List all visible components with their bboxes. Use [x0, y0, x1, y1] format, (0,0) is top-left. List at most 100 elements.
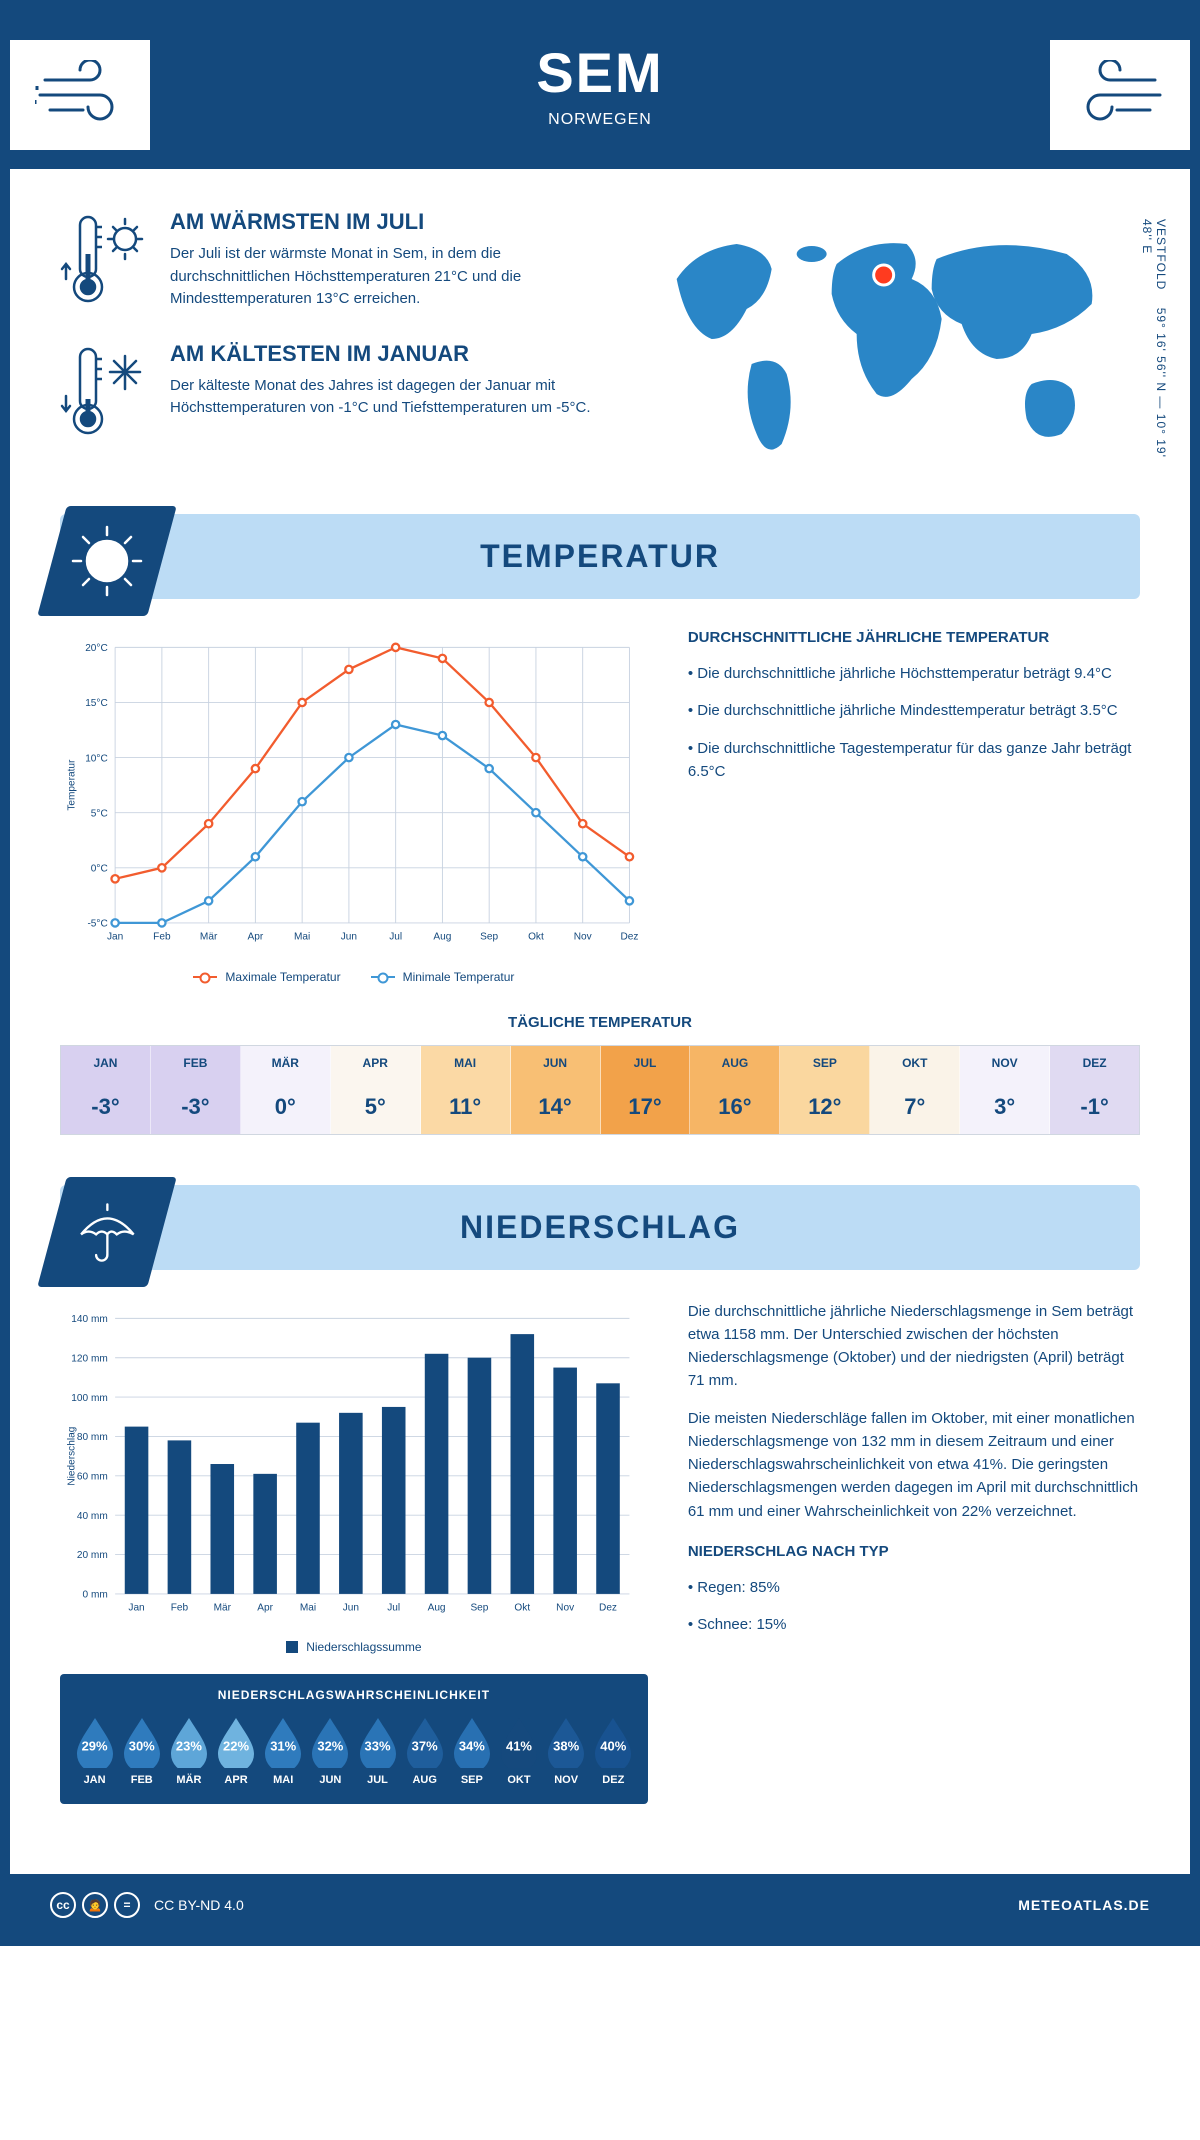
- daily-month: JUN: [511, 1046, 600, 1080]
- daily-cell: JAN -3°: [61, 1046, 151, 1134]
- warmest-fact: AM WÄRMSTEN IM JULI Der Juli ist der wär…: [60, 209, 593, 311]
- daily-month: AUG: [690, 1046, 779, 1080]
- drop-cell: 37% AUG: [402, 1716, 447, 1786]
- drop-value: 30%: [129, 1739, 155, 1754]
- raindrop-icon: 41%: [498, 1716, 540, 1768]
- svg-text:Mai: Mai: [300, 1602, 316, 1613]
- temperature-chart: -5°C0°C5°C10°C15°C20°CJanFebMärAprMaiJun…: [60, 629, 648, 984]
- svg-text:40 mm: 40 mm: [77, 1510, 108, 1521]
- temperature-text: DURCHSCHNITTLICHE JÄHRLICHE TEMPERATUR •…: [688, 629, 1140, 797]
- temp-text-b3: • Die durchschnittliche Tagestemperatur …: [688, 737, 1140, 784]
- drop-month: OKT: [496, 1774, 541, 1786]
- world-map-icon: [633, 209, 1140, 469]
- summary-row: AM WÄRMSTEN IM JULI Der Juli ist der wär…: [60, 209, 1140, 474]
- thermometer-sun-icon: [60, 209, 150, 311]
- raindrop-icon: 31%: [262, 1716, 304, 1768]
- svg-text:Feb: Feb: [153, 931, 171, 942]
- legend-min-label: Minimale Temperatur: [403, 970, 515, 984]
- temperature-banner: TEMPERATUR: [60, 514, 1140, 599]
- drop-cell: 34% SEP: [449, 1716, 494, 1786]
- svg-text:Nov: Nov: [574, 931, 593, 942]
- drop-value: 34%: [459, 1739, 485, 1754]
- world-map-block: VESTFOLD 59° 16' 56'' N — 10° 19' 48'' E: [633, 209, 1140, 474]
- drop-value: 40%: [600, 1739, 626, 1754]
- precip-type-snow: • Schnee: 15%: [688, 1613, 1140, 1636]
- raindrop-icon: 29%: [74, 1716, 116, 1768]
- daily-temp-title: TÄGLICHE TEMPERATUR: [60, 1014, 1140, 1031]
- daily-temp: -3°: [151, 1080, 240, 1134]
- umbrella-icon: [37, 1177, 176, 1287]
- svg-text:Apr: Apr: [248, 931, 264, 942]
- temp-text-heading: DURCHSCHNITTLICHE JÄHRLICHE TEMPERATUR: [688, 629, 1140, 646]
- raindrop-icon: 37%: [404, 1716, 446, 1768]
- daily-month: DEZ: [1050, 1046, 1139, 1080]
- daily-month: JUL: [601, 1046, 690, 1080]
- svg-text:Aug: Aug: [428, 1602, 446, 1613]
- drop-month: FEB: [119, 1774, 164, 1786]
- license-text: CC BY-ND 4.0: [154, 1897, 244, 1913]
- svg-text:Mär: Mär: [214, 1602, 232, 1613]
- coldest-title: AM KÄLTESTEN IM JANUAR: [170, 341, 593, 367]
- svg-text:Jun: Jun: [341, 931, 357, 942]
- raindrop-icon: 30%: [121, 1716, 163, 1768]
- drop-cell: 40% DEZ: [591, 1716, 636, 1786]
- precipitation-chart: 0 mm20 mm40 mm60 mm80 mm100 mm120 mm140 …: [60, 1300, 648, 1805]
- drop-value: 37%: [412, 1739, 438, 1754]
- svg-text:15°C: 15°C: [85, 698, 108, 709]
- svg-text:Mai: Mai: [294, 931, 310, 942]
- svg-text:0°C: 0°C: [91, 863, 108, 874]
- coordinates: VESTFOLD 59° 16' 56'' N — 10° 19' 48'' E: [1140, 219, 1168, 474]
- daily-cell: MAI 11°: [421, 1046, 511, 1134]
- svg-text:Okt: Okt: [514, 1602, 530, 1613]
- header-banner: SEM NORWEGEN: [10, 10, 1190, 169]
- svg-text:Jul: Jul: [387, 1602, 400, 1613]
- svg-text:Niederschlag: Niederschlag: [67, 1426, 78, 1485]
- daily-cell: APR 5°: [331, 1046, 421, 1134]
- svg-text:Jan: Jan: [128, 1602, 144, 1613]
- svg-text:-5°C: -5°C: [87, 919, 107, 930]
- drop-month: AUG: [402, 1774, 447, 1786]
- drop-month: MAI: [261, 1774, 306, 1786]
- temp-text-b2: • Die durchschnittliche jährliche Mindes…: [688, 699, 1140, 722]
- svg-text:Jan: Jan: [107, 931, 123, 942]
- svg-text:Sep: Sep: [480, 931, 498, 942]
- svg-text:Temperatur: Temperatur: [67, 759, 78, 811]
- legend-precip-label: Niederschlagssumme: [306, 1640, 421, 1654]
- daily-temp: 17°: [601, 1080, 690, 1134]
- daily-temp: 14°: [511, 1080, 600, 1134]
- raindrop-icon: 32%: [309, 1716, 351, 1768]
- daily-cell: MÄR 0°: [241, 1046, 331, 1134]
- daily-temp: 5°: [331, 1080, 420, 1134]
- drop-value: 23%: [176, 1739, 202, 1754]
- precip-type-rain: • Regen: 85%: [688, 1576, 1140, 1599]
- coldest-text: Der kälteste Monat des Jahres ist dagege…: [170, 375, 593, 420]
- raindrop-icon: 33%: [357, 1716, 399, 1768]
- daily-temp: 0°: [241, 1080, 330, 1134]
- svg-text:120 mm: 120 mm: [71, 1353, 107, 1364]
- drop-month: SEP: [449, 1774, 494, 1786]
- drop-value: 41%: [506, 1739, 532, 1754]
- daily-cell: AUG 16°: [690, 1046, 780, 1134]
- svg-text:0 mm: 0 mm: [83, 1589, 108, 1600]
- country-name: NORWEGEN: [30, 111, 1170, 129]
- svg-text:140 mm: 140 mm: [71, 1314, 107, 1325]
- drop-value: 33%: [365, 1739, 391, 1754]
- raindrop-icon: 38%: [545, 1716, 587, 1768]
- drop-month: MÄR: [166, 1774, 211, 1786]
- daily-month: OKT: [870, 1046, 959, 1080]
- drop-cell: 33% JUL: [355, 1716, 400, 1786]
- svg-text:100 mm: 100 mm: [71, 1392, 107, 1403]
- drop-month: NOV: [544, 1774, 589, 1786]
- daily-temp: -3°: [61, 1080, 150, 1134]
- footer: cc 🙍 = CC BY-ND 4.0 METEOATLAS.DE: [10, 1874, 1190, 1936]
- drop-cell: 32% JUN: [308, 1716, 353, 1786]
- cc-icons: cc 🙍 =: [50, 1892, 140, 1918]
- daily-cell: JUN 14°: [511, 1046, 601, 1134]
- daily-month: FEB: [151, 1046, 240, 1080]
- daily-temp: -1°: [1050, 1080, 1139, 1134]
- daily-temp: 12°: [780, 1080, 869, 1134]
- svg-text:20°C: 20°C: [85, 643, 108, 654]
- raindrop-icon: 40%: [592, 1716, 634, 1768]
- drop-cell: 22% APR: [213, 1716, 258, 1786]
- temp-text-b1: • Die durchschnittliche jährliche Höchst…: [688, 662, 1140, 685]
